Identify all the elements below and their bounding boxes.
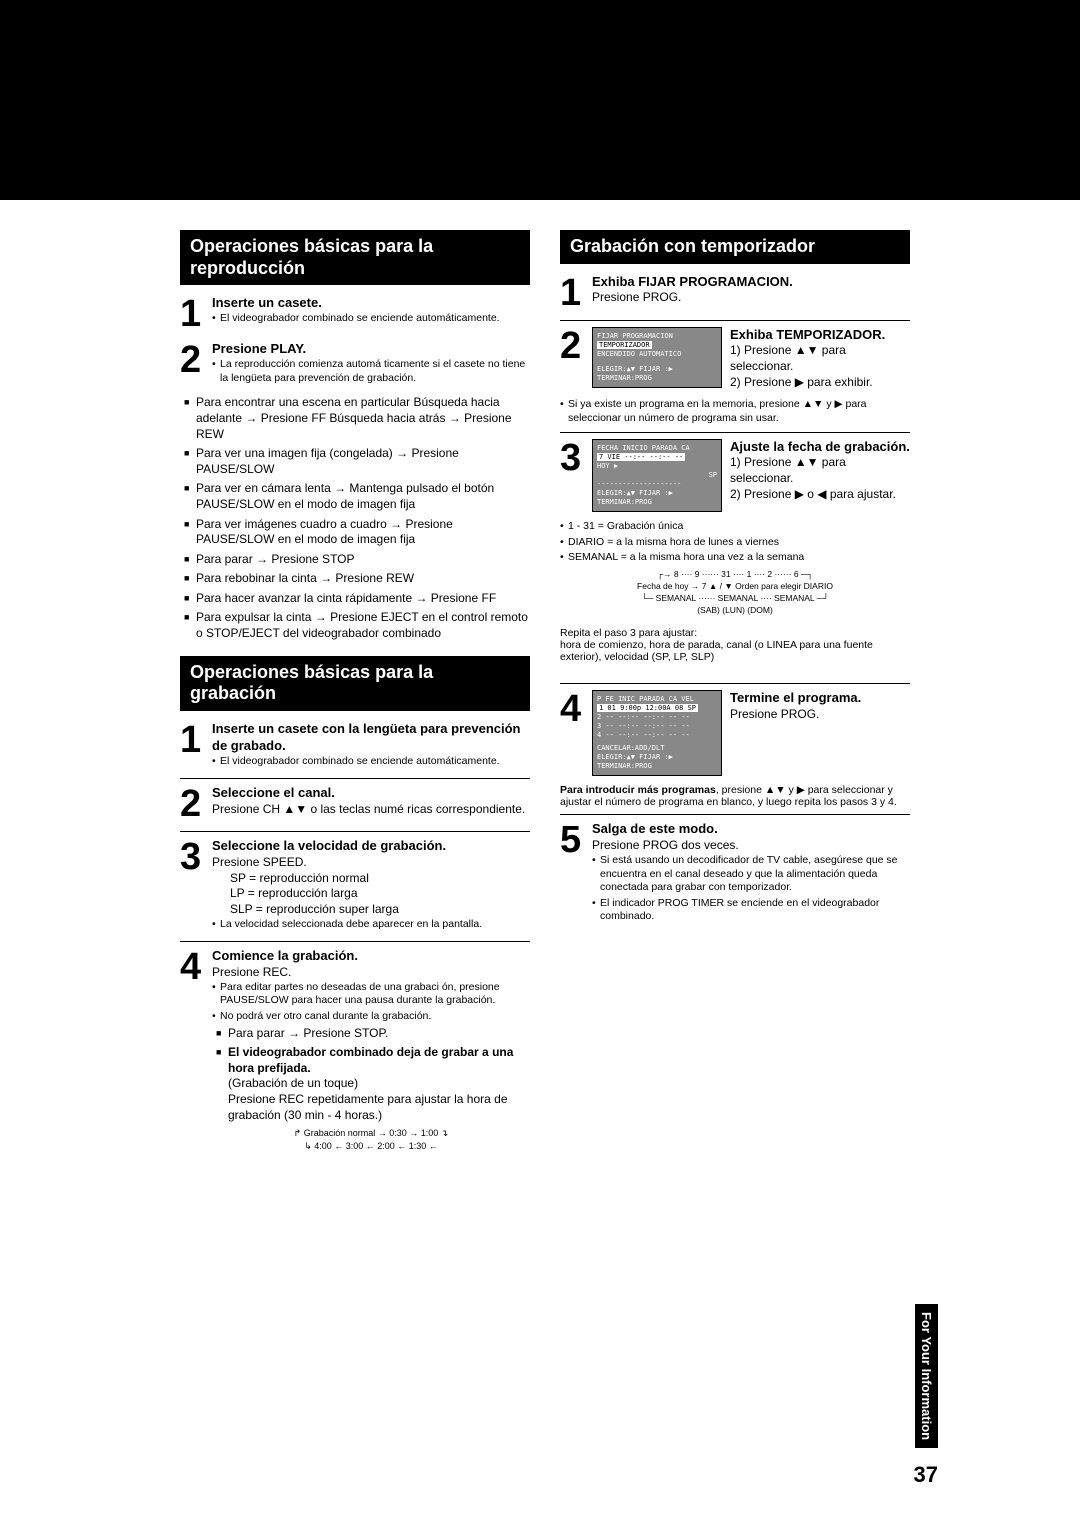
step-number: 2 <box>180 785 212 823</box>
right-column: Grabación con temporizador 1 Exhiba FIJA… <box>560 230 910 1170</box>
playback-tip: Para hacer avanzar la cinta rápidamente … <box>184 591 530 607</box>
osd-screen-1: FIJAR PROGRAMACION TEMPORIZADOR ENCENDID… <box>592 327 722 388</box>
rec-step4-title: Comience la grabación. <box>212 948 530 965</box>
top-black-bar <box>0 0 1080 200</box>
section-timer-header: Grabación con temporizador <box>560 230 910 264</box>
t-step1-title: Exhiba FIJAR PROGRAMACION. <box>592 274 910 291</box>
rec-step4-text: Presione REC. <box>212 965 530 981</box>
step-number: 5 <box>560 821 592 926</box>
rec-step4-note: No podrá ver otro canal durante la graba… <box>212 1010 530 1024</box>
t-step3-note: DIARIO = a la misma hora de lunes a vier… <box>560 536 910 550</box>
step2-title: Presione PLAY. <box>212 341 530 358</box>
rec-step1-title: Inserte un casete con la lengüeta para p… <box>212 721 530 755</box>
rec-stop: Para parar → Presione STOP. <box>216 1026 530 1042</box>
osd-screen-3: P FE INIC PARADA CA VEL 1 01 9:00p 12:00… <box>592 690 722 777</box>
rec-step2-text: Presione CH ▲▼ o las teclas numé ricas c… <box>212 802 530 818</box>
page-number: 37 <box>914 1462 938 1488</box>
t-step2-note: Si ya existe un programa en la memoria, … <box>560 398 910 425</box>
step-number: 1 <box>180 295 212 333</box>
step2-note: La reproducción comienza automá ticament… <box>212 358 530 385</box>
playback-tip: Para encontrar una escena en particular … <box>184 395 530 442</box>
rec-step3-text: Presione SPEED. <box>212 855 530 871</box>
playback-tip: Para expulsar la cinta → Presione EJECT … <box>184 610 530 641</box>
t-step2-l2: 2) Presione ▶ para exhibir. <box>730 375 910 391</box>
speed-lp: LP = reproducción larga <box>230 886 530 902</box>
step-number: 2 <box>180 341 212 387</box>
rec-step3-note: La velocidad seleccionada debe aparecer … <box>212 918 530 932</box>
step-number: 4 <box>560 690 592 728</box>
speed-sp: SP = reproducción normal <box>230 871 530 887</box>
left-column: Operaciones básicas para la reproducción… <box>180 230 530 1170</box>
section-playback-header: Operaciones básicas para la reproducción <box>180 230 530 285</box>
t-step5-title: Salga de este modo. <box>592 821 910 838</box>
t-step1-text: Presione PROG. <box>592 290 910 306</box>
rec-timed: El videograbador combinado deja de graba… <box>216 1045 530 1123</box>
repeat-text: Repita el paso 3 para ajustar: <box>560 627 910 639</box>
speed-slp: SLP = reproducción super larga <box>230 902 530 918</box>
step1-note: El videograbador combinado se enciende a… <box>212 312 530 326</box>
step1-title: Inserte un casete. <box>212 295 530 312</box>
t-step3-note: 1 - 31 = Grabación única <box>560 520 910 534</box>
step-number: 3 <box>180 838 212 933</box>
date-order-diagram: ┌→ 8 ···· 9 ······ 31 ···· 1 ···· 2 ····… <box>560 569 910 617</box>
t-step5-note: Si está usando un decodificador de TV ca… <box>592 854 910 895</box>
step-number: 3 <box>560 439 592 477</box>
t-step5-note: El indicador PROG TIMER se enciende en e… <box>592 897 910 924</box>
osd-screen-2: FECHA INICIO PARADA CA 7 VIE --:-- --:--… <box>592 439 722 513</box>
playback-tip: Para ver una imagen fija (congelada) → P… <box>184 446 530 477</box>
t-step4-title: Termine el programa. <box>730 690 910 707</box>
playback-tip: Para parar → Presione STOP <box>184 552 530 568</box>
playback-tip: Para ver en cámara lenta → Mantenga puls… <box>184 481 530 512</box>
t-step3-l1: 1) Presione ▲▼ para seleccionar. <box>730 455 910 486</box>
more-programs: Para introducir más programas, presione … <box>560 784 910 808</box>
t-step3-l2: 2) Presione ▶ o ◀ para ajustar. <box>730 487 910 503</box>
step-number: 1 <box>560 274 592 312</box>
rec-time-diagram: ↱ Grabación normal → 0:30 → 1:00 ↴ ↳ 4:0… <box>212 1127 530 1152</box>
step-number: 1 <box>180 721 212 770</box>
step-number: 2 <box>560 327 592 365</box>
rec-step4-note: Para editar partes no deseadas de una gr… <box>212 981 530 1008</box>
rec-step3-title: Seleccione la velocidad de grabación. <box>212 838 530 855</box>
playback-tip: Para rebobinar la cinta → Presione REW <box>184 571 530 587</box>
repeat-detail: hora de comienzo, hora de parada, canal … <box>560 639 910 663</box>
t-step2-l1: 1) Presione ▲▼ para seleccionar. <box>730 343 910 374</box>
playback-tip: Para ver imágenes cuadro a cuadro → Pres… <box>184 517 530 548</box>
t-step2-title: Exhiba TEMPORIZADOR. <box>730 327 910 344</box>
t-step3-note: SEMANAL = a la misma hora una vez a la s… <box>560 551 910 565</box>
side-tab: For Your Information <box>915 1304 938 1448</box>
t-step3-title: Ajuste la fecha de grabación. <box>730 439 910 456</box>
section-record-header: Operaciones básicas para la grabación <box>180 656 530 711</box>
rec-step1-note: El videograbador combinado se enciende a… <box>212 755 530 769</box>
t-step4-text: Presione PROG. <box>730 707 910 723</box>
rec-step2-title: Seleccione el canal. <box>212 785 530 802</box>
step-number: 4 <box>180 948 212 1162</box>
t-step5-text: Presione PROG dos veces. <box>592 838 910 854</box>
